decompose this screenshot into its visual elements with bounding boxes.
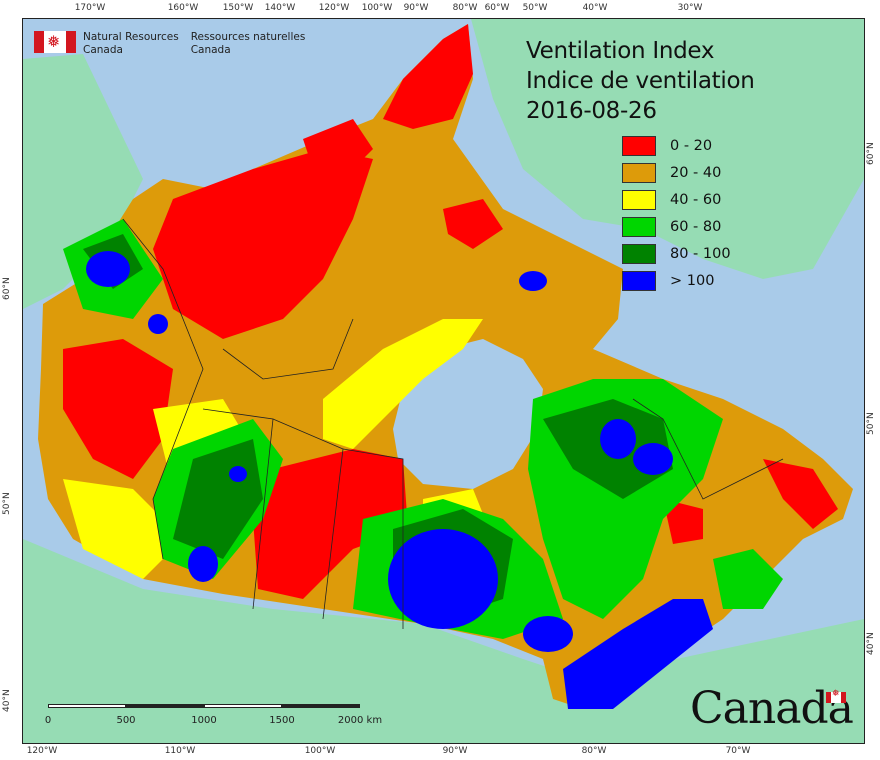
legend-item: 20 - 40 — [622, 159, 731, 186]
legend-label: 40 - 60 — [670, 191, 722, 208]
graticule-label: 40°W — [582, 3, 608, 13]
legend-item: 80 - 100 — [622, 240, 731, 267]
legend-swatch — [622, 216, 656, 237]
graticule-label: 60°N — [2, 277, 12, 300]
zone-over-100-sask — [229, 466, 247, 482]
title-fr: Indice de ventilation — [526, 68, 755, 94]
scale-segment — [204, 704, 282, 708]
legend-item: 60 - 80 — [622, 213, 731, 240]
zone-0-20-north — [153, 149, 373, 339]
graticule-label: 50°W — [522, 3, 548, 13]
hudson-bay — [393, 339, 543, 489]
graticule-label: 120°W — [318, 3, 350, 13]
zone-0-20-islands — [303, 119, 373, 179]
zone-0-20-quebec — [663, 499, 703, 544]
map-title: Ventilation Index Indice de ventilation … — [526, 36, 755, 126]
zone-over-100-ontario — [388, 529, 498, 629]
zone-0-20-labrador — [763, 459, 838, 529]
scale-label: 500 — [116, 715, 136, 726]
scale-segment — [48, 704, 126, 708]
ventilation-index-map — [23, 19, 864, 743]
legend-item: 0 - 20 — [622, 132, 731, 159]
legend-swatch — [622, 270, 656, 291]
graticule-label: 90°W — [403, 3, 429, 13]
scale-label: 0 — [44, 715, 52, 726]
zone-over-100-stlawrence — [563, 599, 713, 709]
agency-fr-line2: Canada — [190, 44, 231, 56]
graticule-label: 70°W — [725, 746, 751, 756]
graticule-label: 160°W — [167, 3, 199, 13]
scale-label: 1000 — [191, 715, 217, 726]
graticule-label: 80°W — [452, 3, 478, 13]
zone-40-60-west — [63, 479, 183, 579]
wordmark-flag-icon: ❅ — [826, 689, 846, 703]
ventilation-zones — [63, 24, 838, 709]
zone-0-20-arctic — [383, 24, 473, 129]
agency-name-fr: Ressources naturelles Canada — [191, 31, 306, 57]
zone-60-80-maritimes — [713, 549, 783, 609]
zone-over-100-hudson — [633, 443, 673, 475]
alaska-land — [23, 54, 143, 309]
legend-label: 0 - 20 — [670, 137, 713, 154]
legend-label: 80 - 100 — [670, 245, 731, 262]
graticule-label: 30°W — [677, 3, 703, 13]
canada-wordmark: Canada — [690, 683, 854, 734]
outside-land — [23, 19, 864, 743]
zone-over-100-yukon — [148, 314, 168, 334]
legend-swatch — [622, 243, 656, 264]
nrcan-logo: ❅ Natural Resources Canada Ressources na… — [34, 31, 317, 57]
graticule-label: 100°W — [361, 3, 393, 13]
agency-en-line1: Natural Resources — [83, 31, 179, 43]
graticule-label: 80°W — [581, 746, 607, 756]
greenland-land — [471, 19, 864, 279]
legend-label: 20 - 40 — [670, 164, 722, 181]
graticule-label: 110°W — [164, 746, 196, 756]
legend-item: > 100 — [622, 267, 731, 294]
zone-40-60-central — [323, 319, 483, 449]
graticule-label: 50°N — [866, 412, 876, 435]
graticule-label: 170°W — [74, 3, 106, 13]
zone-over-100-alaska — [86, 251, 130, 287]
zone-over-100-baffin — [519, 271, 547, 291]
graticule-label: 90°W — [442, 746, 468, 756]
graticule-label: 40°N — [2, 689, 12, 712]
graticule-label: 50°N — [2, 492, 12, 515]
zone-over-100-alberta — [188, 546, 218, 582]
legend-swatch — [622, 135, 656, 156]
usa-land — [23, 539, 864, 743]
zone-0-20-bc — [63, 339, 173, 479]
legend-label: > 100 — [670, 272, 715, 289]
graticule-label: 100°W — [304, 746, 336, 756]
canada-flag-icon: ❅ — [34, 31, 76, 53]
legend-item: 40 - 60 — [622, 186, 731, 213]
graticule-label: 120°W — [26, 746, 58, 756]
legend-label: 60 - 80 — [670, 218, 722, 235]
zone-over-100-quebec — [600, 419, 636, 459]
scale-segment — [126, 704, 204, 708]
scale-bar: 0 500 1000 1500 2000 km — [45, 704, 382, 726]
scale-label: 1500 — [269, 715, 295, 726]
legend: 0 - 20 20 - 40 40 - 60 60 - 80 80 - 100 > 100 — [622, 132, 731, 294]
graticule-label: 150°W — [222, 3, 254, 13]
title-date: 2016-08-26 — [526, 98, 657, 124]
graticule-label: 40°N — [866, 632, 876, 655]
graticule-label: 60°W — [484, 3, 510, 13]
agency-fr-line1: Ressources naturelles — [190, 31, 306, 43]
agency-name-en: Natural Resources Canada — [83, 31, 179, 57]
scale-segment — [282, 704, 360, 708]
zone-over-100-ontario-s — [523, 616, 573, 652]
legend-swatch — [622, 189, 656, 210]
map-frame — [22, 18, 865, 744]
scale-label: 2000 km — [337, 715, 383, 726]
graticule-label: 140°W — [264, 3, 296, 13]
agency-en-line2: Canada — [83, 44, 123, 56]
graticule-label: 60°N — [866, 142, 876, 165]
provincial-boundaries — [122, 218, 784, 629]
zone-0-20-prairie — [253, 449, 408, 599]
legend-swatch — [622, 162, 656, 183]
title-en: Ventilation Index — [526, 38, 715, 64]
zone-0-20-baffin — [443, 199, 503, 249]
